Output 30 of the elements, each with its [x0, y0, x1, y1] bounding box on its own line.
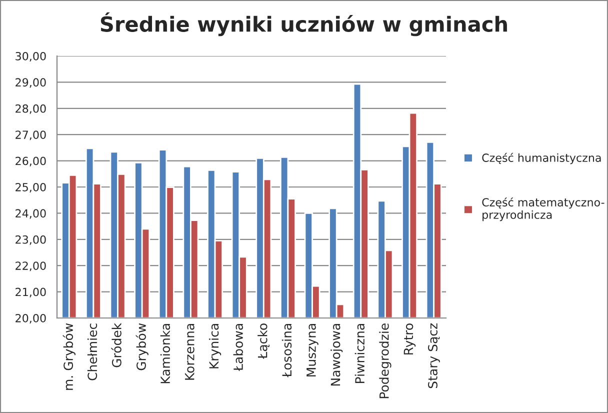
x-tick-label: Nawojowa	[330, 324, 343, 386]
x-tick-label: Grybów	[136, 323, 148, 370]
chart-title: Średnie wyniki uczniów w gminach	[100, 12, 507, 36]
legend-label: Część matematyczno-przyrodnicza	[482, 197, 604, 222]
y-tick-label: 26,00	[16, 156, 46, 166]
x-tick-label: Łącko	[258, 324, 270, 359]
y-tick-label: 25,00	[16, 182, 46, 193]
x-tick-label: Podegrodzie	[379, 324, 392, 398]
x-tick-label: Gródek	[111, 322, 122, 368]
y-tick-label: 30,00	[16, 52, 46, 62]
x-tick-label: Muszyna	[306, 324, 318, 376]
y-tick-label: 24,00	[16, 209, 46, 219]
x-tick-label: Korzenna	[185, 324, 194, 380]
x-tick-label: Łososina	[282, 324, 292, 378]
y-tick-label: 22,00	[16, 262, 46, 272]
y-tick-label: 29,00	[16, 78, 46, 88]
x-tick-label: Kamionka	[160, 324, 170, 384]
y-tick-label: 23,00	[16, 235, 46, 245]
y-tick-label: 28,00	[16, 104, 46, 114]
y-tick-label: 27,00	[16, 130, 46, 140]
x-tick-label: Chełmiec	[87, 324, 98, 380]
x-tick-label: m. Grybów	[62, 323, 76, 390]
x-tick-label: Krynica	[208, 324, 222, 368]
x-tick-label: Łabowa	[233, 324, 243, 372]
y-tick-label: 21,00	[16, 288, 46, 298]
x-tick-label: Rytro	[404, 324, 416, 354]
y-tick-label: 20,00	[16, 314, 46, 324]
legend-label: Część humanistyczna	[482, 152, 601, 164]
x-tick-label: Stary Sącz	[428, 323, 440, 388]
x-tick-label: Piwniczna	[354, 324, 365, 383]
